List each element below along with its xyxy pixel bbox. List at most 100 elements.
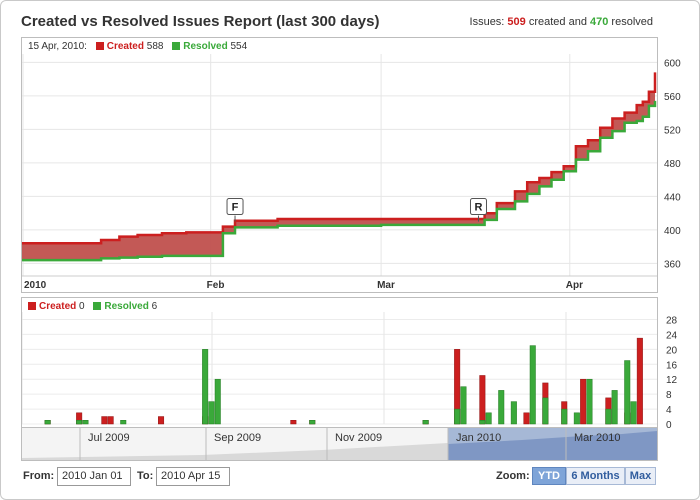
- cumulative-chart[interactable]: 2010 Feb Mar Apr F R: [22, 38, 657, 292]
- resolved-bar: [202, 349, 209, 425]
- y-tick-label: 440: [664, 192, 681, 203]
- to-date-input[interactable]: 2010 Apr 15: [156, 467, 230, 486]
- resolved-bar: [624, 360, 631, 425]
- zoom-max-button[interactable]: Max: [625, 467, 656, 485]
- created-bar: [636, 337, 643, 425]
- legend-created-label: Created: [106, 41, 144, 52]
- x-tick-label: Mar: [377, 280, 395, 291]
- to-label: To:: [137, 470, 154, 482]
- created-count: 509: [507, 16, 526, 28]
- resolved-bar: [498, 390, 505, 425]
- legend-created-label: Created: [39, 301, 77, 312]
- y-tick-label: 16: [666, 360, 678, 371]
- created-bar: [580, 378, 587, 425]
- flag-marker: [469, 198, 487, 216]
- created-swatch-icon: [95, 42, 104, 50]
- navigator-label: Sep 2009: [214, 432, 261, 444]
- y-axis: 360 400 440 480 520 560 600: [664, 58, 681, 270]
- legend-resolved-label: Resolved: [104, 301, 149, 312]
- created-series-line: [22, 72, 657, 245]
- difference-area: [22, 72, 655, 261]
- legend-created-value: 588: [146, 41, 164, 52]
- navigator-history-area: [22, 443, 448, 460]
- x-tick-label: Feb: [207, 280, 225, 291]
- resolved-bar: [214, 378, 221, 425]
- from-date-input[interactable]: 2010 Jan 01: [57, 467, 131, 486]
- navigator-selected-area: [448, 431, 657, 460]
- resolved-bar: [309, 420, 316, 425]
- navigator-label: Mar 2010: [574, 432, 620, 444]
- navigator-track[interactable]: Jul 2009 Sep 2009 Nov 2009 Jan 2010 Mar 2010: [22, 428, 657, 460]
- zoom-ytd-button[interactable]: YTD: [532, 467, 566, 485]
- created-swatch-icon: [28, 302, 36, 310]
- y-tick-label: 4: [666, 405, 672, 416]
- resolved-swatch-icon: [172, 42, 181, 50]
- summary-middle: created and: [525, 16, 590, 28]
- resolved-bar: [529, 345, 536, 425]
- issues-summary: Issues: 509 created and 470 resolved: [470, 16, 653, 28]
- resolved-bar: [573, 412, 580, 425]
- zoom-label: Zoom:: [496, 470, 530, 482]
- range-controls: From: 2010 Jan 01 To: 2010 Apr 15 Zoom: …: [21, 467, 681, 487]
- range-navigator[interactable]: Jul 2009 Sep 2009 Nov 2009 Jan 2010 Mar 2010: [21, 427, 658, 461]
- resolved-bar: [454, 408, 461, 425]
- resolved-bar: [605, 408, 612, 425]
- flag-label: F: [232, 202, 239, 214]
- resolved-bar: [542, 397, 549, 425]
- y-tick-label: 400: [664, 226, 681, 237]
- created-bar: [101, 416, 108, 425]
- y-tick-label: 480: [664, 159, 681, 170]
- daily-bar-chart[interactable]: [21, 298, 657, 428]
- legend-resolved-label: Resolved: [183, 41, 228, 52]
- zoom-6-months-button[interactable]: 6 Months: [566, 467, 625, 485]
- resolved-bar: [120, 420, 127, 425]
- from-label: From:: [23, 470, 55, 482]
- summary-suffix: resolved: [608, 16, 653, 28]
- resolved-bar: [561, 408, 568, 425]
- cumulative-chart-panel[interactable]: 2010 Feb Mar Apr F R 15 Apr, 2010: Created 58…: [21, 37, 681, 293]
- resolved-bar: [611, 390, 618, 425]
- legend-created-value: 0: [79, 301, 85, 312]
- legend-date: 15 Apr, 2010:: [28, 41, 87, 52]
- flag-marker: [226, 198, 244, 216]
- summary-prefix: Issues:: [469, 16, 508, 28]
- navigator-label: Jul 2009: [88, 432, 130, 444]
- resolved-bar: [76, 420, 83, 425]
- created-bar: [479, 375, 486, 425]
- resolved-swatch-icon: [93, 302, 102, 310]
- resolved-count: 470: [590, 16, 609, 28]
- daily-chart-panel[interactable]: Created 0 Resolved 6 0 4 8 12 16 20 24 28: [21, 297, 678, 431]
- created-bar: [107, 416, 114, 425]
- resolved-bar: [510, 401, 517, 425]
- legend-resolved-value: 6: [151, 301, 158, 312]
- created-bar: [158, 416, 165, 425]
- resolved-bar: [208, 401, 215, 425]
- y-tick-label: 8: [666, 390, 672, 401]
- resolved-bar: [44, 420, 51, 425]
- y-tick-label: 24: [666, 330, 678, 341]
- top-legend: 15 Apr, 2010: Created 588 Resolved 554: [28, 41, 247, 52]
- created-bar: [290, 420, 297, 425]
- y-axis: 0 4 8 12 16 20 24 28: [666, 315, 678, 431]
- y-tick-label: 0: [666, 420, 672, 431]
- flag-label: R: [475, 202, 483, 214]
- y-tick-label: 20: [666, 345, 678, 356]
- resolved-series-line: [22, 100, 657, 262]
- y-tick-label: 560: [664, 92, 681, 103]
- y-tick-label: 12: [666, 375, 678, 386]
- navigator-label: Nov 2009: [335, 432, 382, 444]
- resolved-bar: [630, 401, 637, 425]
- resolved-bar: [422, 420, 429, 425]
- y-tick-label: 360: [664, 259, 681, 270]
- resolved-bar: [479, 420, 486, 425]
- created-bar: [523, 412, 530, 425]
- resolved-bar: [460, 386, 467, 425]
- y-tick-label: 600: [664, 58, 681, 69]
- resolved-bar: [82, 420, 89, 425]
- y-tick-label: 28: [666, 315, 678, 326]
- x-tick-label: 2010: [24, 280, 47, 291]
- resolved-bar: [586, 378, 593, 425]
- legend-resolved-value: 554: [230, 41, 248, 52]
- report-title: Created vs Resolved Issues Report (last …: [21, 13, 380, 30]
